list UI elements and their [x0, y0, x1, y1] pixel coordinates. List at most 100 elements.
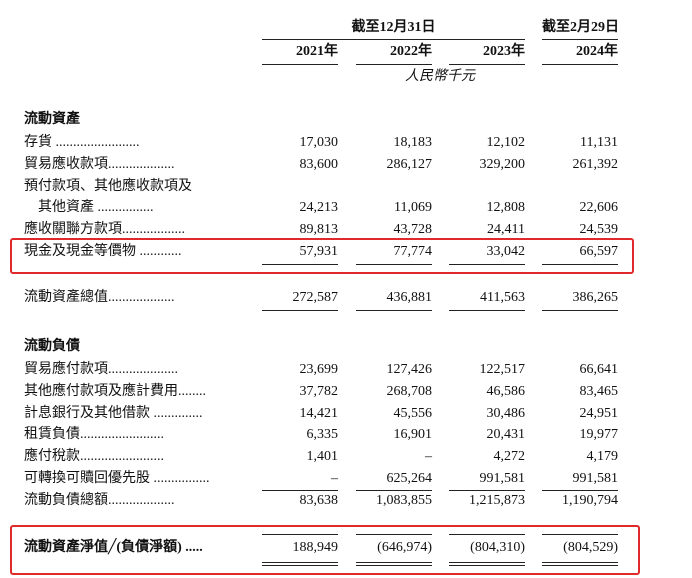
year-header: 2024年	[576, 44, 618, 59]
rule	[542, 263, 618, 265]
cell-value: 23,699	[299, 362, 339, 377]
rule	[542, 562, 618, 563]
row-label: 貿易應收款項...................	[24, 156, 175, 172]
cell-value: 24,213	[299, 200, 339, 216]
rule	[542, 489, 618, 491]
cell-value: 991,581	[479, 471, 526, 486]
cell-value: 66,597	[579, 244, 619, 259]
cell-value: 261,392	[572, 156, 619, 172]
net-value: (804,529)	[563, 540, 618, 555]
total-value: 1,083,855	[376, 492, 432, 508]
rule	[449, 534, 525, 535]
rule	[356, 565, 432, 566]
rule	[542, 309, 618, 311]
cell-value: 12,808	[486, 200, 526, 216]
total-value: 83,638	[299, 492, 339, 508]
cell-value: 286,127	[386, 156, 433, 172]
year-header: 2021年	[296, 44, 338, 59]
row-label: 其他資產 ................	[38, 200, 154, 216]
total-label: 流動資產總值...................	[24, 289, 175, 305]
total-label: 流動負債總額...................	[24, 492, 175, 508]
net-value: 188,949	[292, 540, 339, 555]
cell-value: 4,272	[493, 449, 526, 465]
total-value: 1,190,794	[562, 492, 618, 508]
rule	[262, 309, 338, 311]
cell-value: 46,586	[486, 383, 526, 399]
period-header: 截至2月29日	[542, 20, 619, 35]
period-header: 截至12月31日	[351, 20, 436, 35]
cell-value: 11,131	[580, 135, 618, 150]
rule	[542, 565, 618, 566]
cell-value: 4,179	[586, 449, 619, 465]
net-value: (804,310)	[470, 540, 525, 555]
cell-value: 83,600	[299, 156, 339, 172]
rule	[262, 64, 338, 65]
cell-value: 268,708	[386, 383, 433, 399]
cell-value: 12,102	[486, 135, 526, 150]
cell-value: 24,411	[487, 222, 525, 238]
total-value: 1,215,873	[469, 492, 525, 508]
cell-value: 37,782	[299, 383, 339, 399]
row-label: 存貨 ........................	[24, 135, 140, 150]
rule	[449, 64, 525, 65]
year-header: 2022年	[390, 44, 432, 59]
cell-value: 17,030	[299, 135, 339, 150]
cell-value: 77,774	[393, 244, 433, 259]
cell-value: 6,335	[306, 427, 339, 443]
net-value: (646,974)	[377, 540, 432, 555]
row-label: 可轉換可贖回優先股 ................	[24, 471, 210, 486]
cell-value: 19,977	[579, 427, 619, 443]
cell-value: 14,421	[299, 405, 339, 421]
row-label: 應付稅款........................	[24, 449, 164, 465]
row-label: 租賃負債........................	[24, 427, 164, 443]
cell-value: 1,401	[306, 449, 339, 465]
rule	[356, 562, 432, 563]
cell-value: 991,581	[572, 471, 619, 486]
cell-value: 22,606	[579, 200, 619, 216]
row-label: 其他應付款項及應計費用........	[24, 383, 206, 399]
total-value: 272,587	[292, 289, 339, 305]
cell-value: –	[331, 471, 338, 486]
cell-value: 57,931	[299, 244, 339, 259]
cell-value: 625,264	[386, 471, 433, 486]
rule	[449, 263, 525, 265]
rule	[542, 39, 618, 40]
cell-value: 83,465	[579, 383, 619, 399]
rule	[449, 309, 525, 311]
rule	[356, 309, 432, 311]
rule	[262, 39, 525, 40]
total-value: 436,881	[386, 289, 433, 305]
cell-value: 18,183	[393, 135, 433, 150]
cell-value: 16,901	[393, 427, 433, 443]
section-title: 流動資產	[24, 112, 80, 127]
row-label: 應收關聯方款項..................	[24, 222, 185, 238]
highlight-box	[10, 238, 634, 274]
rule	[262, 263, 338, 265]
section-title: 流動負債	[24, 339, 80, 354]
rule	[542, 64, 618, 65]
cell-value: 43,728	[393, 222, 433, 238]
rule	[262, 534, 338, 535]
cell-value: 89,813	[299, 222, 339, 238]
row-label: 預付款項、其他應收款項及	[24, 178, 192, 194]
rule	[262, 562, 338, 563]
cell-value: 24,951	[579, 405, 619, 421]
cell-value: 33,042	[486, 244, 526, 259]
net-label: 流動資產淨值╱(負債淨額) .....	[24, 540, 203, 555]
cell-value: –	[425, 449, 432, 465]
row-label: 貿易應付款項....................	[24, 362, 178, 377]
rule	[542, 534, 618, 535]
rule	[356, 489, 432, 491]
total-value: 386,265	[572, 289, 619, 305]
highlight-box	[10, 525, 640, 575]
rule	[356, 64, 432, 65]
cell-value: 11,069	[394, 200, 432, 216]
rule	[449, 565, 525, 566]
cell-value: 66,641	[579, 362, 619, 377]
total-value: 411,563	[480, 289, 525, 305]
row-label: 計息銀行及其他借款 ..............	[24, 405, 203, 421]
year-header: 2023年	[483, 44, 525, 59]
cell-value: 30,486	[486, 405, 526, 421]
row-label: 現金及現金等價物 ............	[24, 244, 182, 259]
